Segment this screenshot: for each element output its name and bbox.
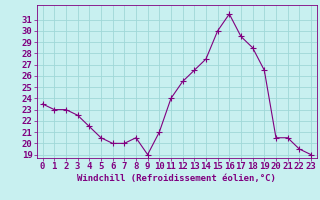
X-axis label: Windchill (Refroidissement éolien,°C): Windchill (Refroidissement éolien,°C) xyxy=(77,174,276,183)
